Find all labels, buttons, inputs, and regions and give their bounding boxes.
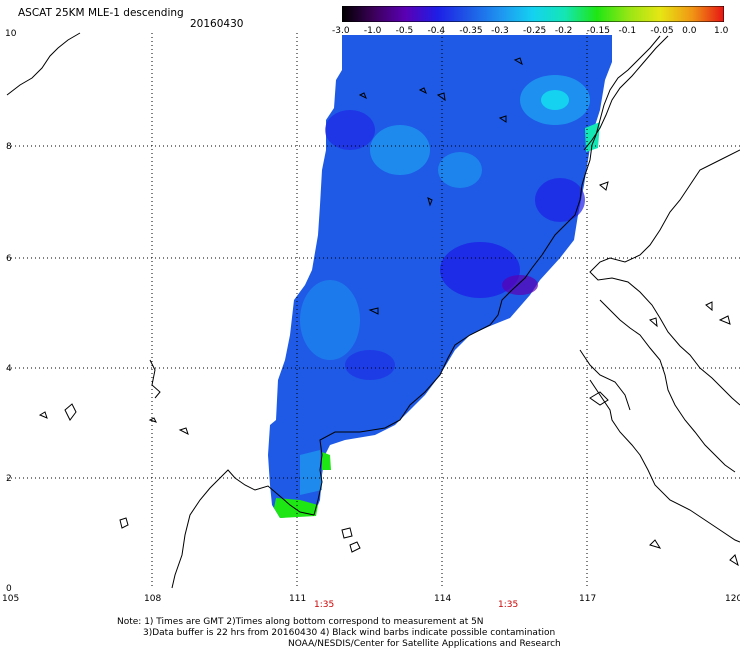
swath-patch-dark xyxy=(502,275,538,295)
colorbar-label: 1.0 xyxy=(714,26,729,36)
ascat-swath xyxy=(268,35,612,518)
x-tick-label: 105 xyxy=(2,594,19,604)
note-line-1: Note: 1) Times are GMT 2)Times along bot… xyxy=(117,617,484,627)
colorbar-label: -0.4 xyxy=(427,26,446,36)
colorbar-label: 0.0 xyxy=(682,26,697,36)
time-label-2: 1:35 xyxy=(498,600,519,610)
swath-patch-light xyxy=(300,450,322,495)
map-title: ASCAT 25KM MLE-1 descending xyxy=(18,7,184,19)
colorbar-label: -0.25 xyxy=(523,26,547,36)
x-tick-label: 111 xyxy=(289,594,306,604)
y-tick-label: 2 xyxy=(6,474,12,484)
y-tick-label: 4 xyxy=(6,364,12,374)
y-tick-label: 10 xyxy=(5,29,17,39)
y-tick-labels: 0 2 4 6 8 10 xyxy=(5,29,17,594)
colorbar-label: -0.3 xyxy=(491,26,509,36)
note-line-3: NOAA/NESDIS/Center for Satellite Applica… xyxy=(288,639,561,649)
swath-patch-dark xyxy=(345,350,395,380)
lat-lon-grid xyxy=(7,33,740,588)
swath-patch-dark xyxy=(535,178,585,222)
colorbar-label: -0.15 xyxy=(586,26,610,36)
y-tick-label: 0 xyxy=(6,584,12,594)
swath-patch-light xyxy=(300,280,360,360)
swath-main xyxy=(268,35,612,518)
colorbar-label: -0.1 xyxy=(618,26,637,36)
colorbar xyxy=(342,6,724,22)
x-tick-label: 117 xyxy=(579,594,596,604)
y-tick-label: 6 xyxy=(6,254,12,264)
swath-patch-cyan xyxy=(541,90,569,110)
colorbar-label: -0.5 xyxy=(395,26,414,36)
note-line-2: 3)Data buffer is 22 hrs from 20160430 4)… xyxy=(143,628,556,638)
colorbar-label: -1.0 xyxy=(363,26,382,36)
swath-patch-dark xyxy=(440,242,520,298)
time-label-1: 1:35 xyxy=(314,600,335,610)
x-tick-label: 108 xyxy=(144,594,161,604)
x-tick-labels: 105 108 111 114 117 120 xyxy=(2,594,740,604)
y-tick-label: 8 xyxy=(6,142,12,152)
map-date: 20160430 xyxy=(190,18,244,30)
swath-patch-dark xyxy=(325,110,375,150)
coastlines xyxy=(6,32,740,589)
swath-patch-green xyxy=(322,452,331,470)
colorbar-gradient xyxy=(342,6,724,22)
colorbar-label: -0.35 xyxy=(459,26,483,36)
swath-patch-light xyxy=(370,125,430,175)
x-tick-label: 120 xyxy=(725,594,740,604)
colorbar-label: -0.05 xyxy=(650,26,674,36)
x-tick-label: 114 xyxy=(434,594,451,604)
swath-patch-light xyxy=(438,152,482,188)
colorbar-label: -0.2 xyxy=(554,26,573,36)
colorbar-label: -3.0 xyxy=(332,26,350,36)
